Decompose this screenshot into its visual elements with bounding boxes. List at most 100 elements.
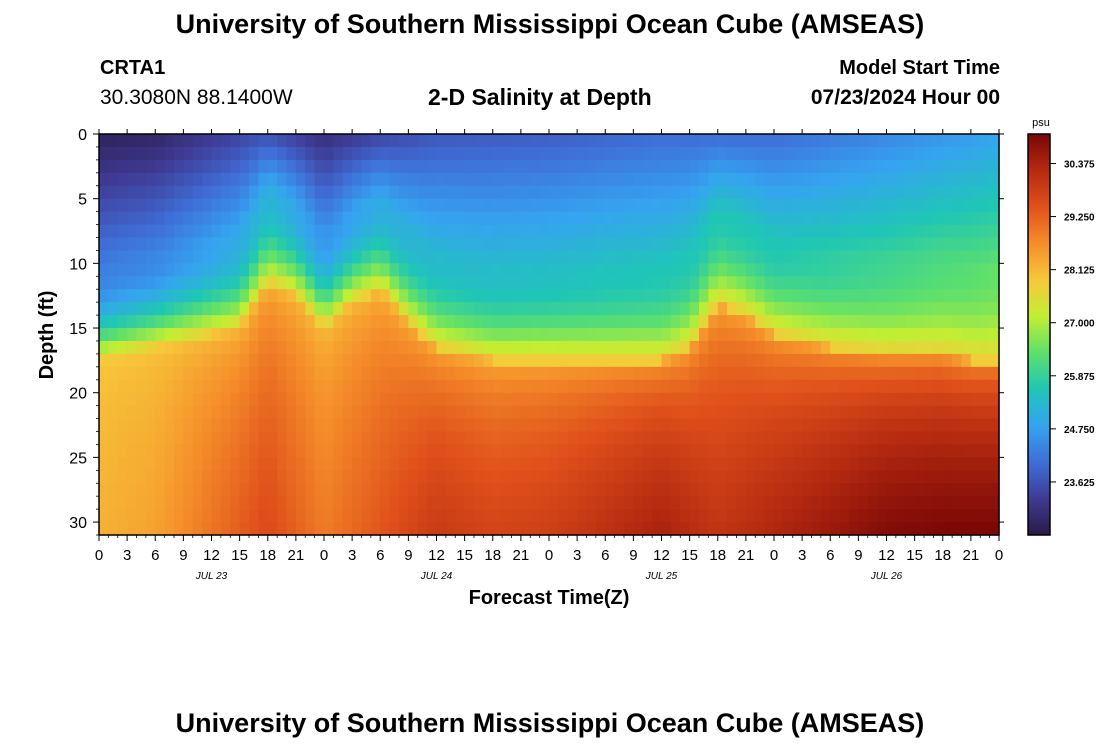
heatmap-cell <box>774 522 784 536</box>
heatmap-cell <box>502 444 513 458</box>
heatmap-cell <box>239 146 250 161</box>
heatmap-cell <box>586 250 597 264</box>
heatmap-cell <box>211 328 222 342</box>
heatmap-cell <box>511 328 522 342</box>
heatmap-cell <box>736 134 747 148</box>
heatmap-cell <box>689 418 700 433</box>
heatmap-cell <box>839 198 850 213</box>
heatmap-cell <box>230 289 241 303</box>
heatmap-cell <box>652 302 663 316</box>
heatmap-cell <box>661 134 672 148</box>
heatmap-cell <box>380 276 391 290</box>
heatmap-cell <box>642 483 653 497</box>
heatmap-cell <box>145 185 156 200</box>
heatmap-cell <box>286 379 297 394</box>
heatmap-cell <box>783 134 794 148</box>
heatmap-cell <box>483 418 494 433</box>
heatmap-cell <box>802 444 813 458</box>
heatmap-cell <box>417 470 428 484</box>
heatmap-cell <box>867 185 878 200</box>
heatmap-cell <box>614 379 625 394</box>
heatmap-cell <box>399 366 409 381</box>
heatmap-cell <box>689 496 700 510</box>
heatmap-cell <box>792 431 803 446</box>
heatmap-cell <box>502 470 513 484</box>
heatmap-cell <box>455 405 466 420</box>
heatmap-cell <box>192 470 203 484</box>
x-tick-label: 9 <box>179 547 187 564</box>
heatmap-cell <box>980 379 991 394</box>
heatmap-cell <box>708 159 719 174</box>
heatmap-cell <box>164 366 175 381</box>
heatmap-cell <box>933 159 944 174</box>
heatmap-cell <box>558 198 569 213</box>
heatmap-cell <box>502 496 513 510</box>
heatmap-cell <box>924 418 934 433</box>
heatmap-cell <box>277 172 288 187</box>
heatmap-cell <box>108 289 119 303</box>
heatmap-cell <box>305 237 316 252</box>
heatmap-cell <box>333 509 344 523</box>
station-id: CRTA1 <box>100 57 166 79</box>
heatmap-cell <box>661 418 672 433</box>
heatmap-cell <box>811 146 822 161</box>
heatmap-cell <box>567 509 578 523</box>
heatmap-cell <box>530 276 541 290</box>
heatmap-cell <box>314 405 325 420</box>
heatmap-cell <box>361 340 372 355</box>
heatmap-cell <box>455 263 466 277</box>
heatmap-cell <box>886 379 897 394</box>
heatmap-cell <box>136 263 147 277</box>
heatmap-cell <box>717 509 728 523</box>
heatmap-cell <box>417 496 428 510</box>
heatmap-cell <box>99 159 109 174</box>
heatmap-cell <box>961 315 972 329</box>
heatmap-cell <box>980 522 991 536</box>
heatmap-cell <box>867 263 878 277</box>
heatmap-cell <box>474 289 484 303</box>
heatmap-cell <box>689 522 700 536</box>
heatmap-cell <box>886 522 897 536</box>
heatmap-cell <box>783 146 794 161</box>
heatmap-cell <box>670 328 681 342</box>
heatmap-cell <box>858 431 869 446</box>
heatmap-cell <box>108 198 119 213</box>
heatmap-cell <box>455 431 466 446</box>
heatmap-cell <box>342 198 353 213</box>
heatmap-cell <box>745 276 756 290</box>
heatmap-cell <box>567 276 578 290</box>
heatmap-cell <box>455 302 466 316</box>
heatmap-cell <box>267 185 278 200</box>
heatmap-cell <box>145 198 156 213</box>
heatmap-cell <box>295 418 306 433</box>
heatmap-cell <box>155 379 166 394</box>
heatmap-cell <box>970 366 981 381</box>
heatmap-cell <box>699 457 709 471</box>
heatmap-cell <box>202 237 213 252</box>
heatmap-cell <box>145 315 156 329</box>
heatmap-cell <box>539 418 550 433</box>
heatmap-cell <box>652 328 663 342</box>
heatmap-cell <box>361 483 372 497</box>
heatmap-cell <box>914 431 925 446</box>
heatmap-cell <box>670 444 681 458</box>
heatmap-cell <box>708 263 719 277</box>
heatmap-cell <box>305 250 316 264</box>
heatmap-cell <box>624 276 634 290</box>
heatmap-cell <box>830 224 841 239</box>
heatmap-cell <box>511 289 522 303</box>
heatmap-cell <box>164 457 175 471</box>
heatmap-cell <box>117 185 128 200</box>
heatmap-cell <box>239 302 250 316</box>
heatmap-cell <box>436 405 447 420</box>
heatmap-cell <box>839 224 850 239</box>
heatmap-cell <box>586 457 597 471</box>
heatmap-cell <box>942 250 953 264</box>
heatmap-cell <box>699 379 709 394</box>
heatmap-cell <box>839 211 850 226</box>
heatmap-cell <box>811 185 822 200</box>
heatmap-cell <box>174 379 184 394</box>
heatmap-cell <box>549 134 559 148</box>
heatmap-cell <box>811 172 822 187</box>
heatmap-cell <box>183 276 194 290</box>
